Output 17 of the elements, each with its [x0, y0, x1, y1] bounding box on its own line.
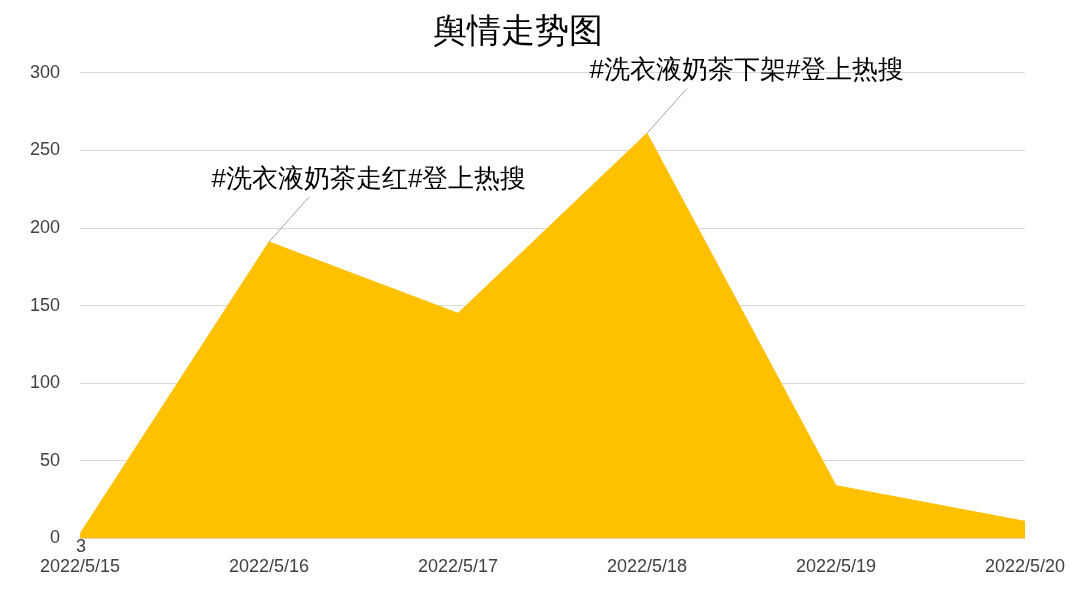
y-tick-label: 100 [29, 372, 61, 393]
data-label: 3 [76, 535, 87, 556]
annotation: #洗衣液奶茶下架#登上热搜 [589, 54, 905, 85]
y-tick-label: 200 [29, 216, 61, 237]
y-tick-label: 50 [40, 449, 61, 470]
x-tick-label: 2022/5/19 [795, 556, 877, 577]
y-tick-label: 300 [29, 61, 61, 82]
x-tick-label: 2022/5/18 [606, 556, 688, 577]
x-tick-label: 2022/5/15 [39, 556, 121, 577]
chart-title: 舆情走势图 [432, 10, 603, 49]
y-tick-label: 250 [29, 139, 61, 160]
y-tick-label: 150 [29, 294, 61, 315]
x-tick-label: 2022/5/17 [417, 556, 499, 577]
x-tick-label: 2022/5/20 [984, 556, 1066, 577]
y-tick-label: 0 [50, 527, 61, 548]
annotation: #洗衣液奶茶走红#登上热搜 [211, 163, 527, 194]
x-tick-label: 2022/5/16 [228, 556, 310, 577]
